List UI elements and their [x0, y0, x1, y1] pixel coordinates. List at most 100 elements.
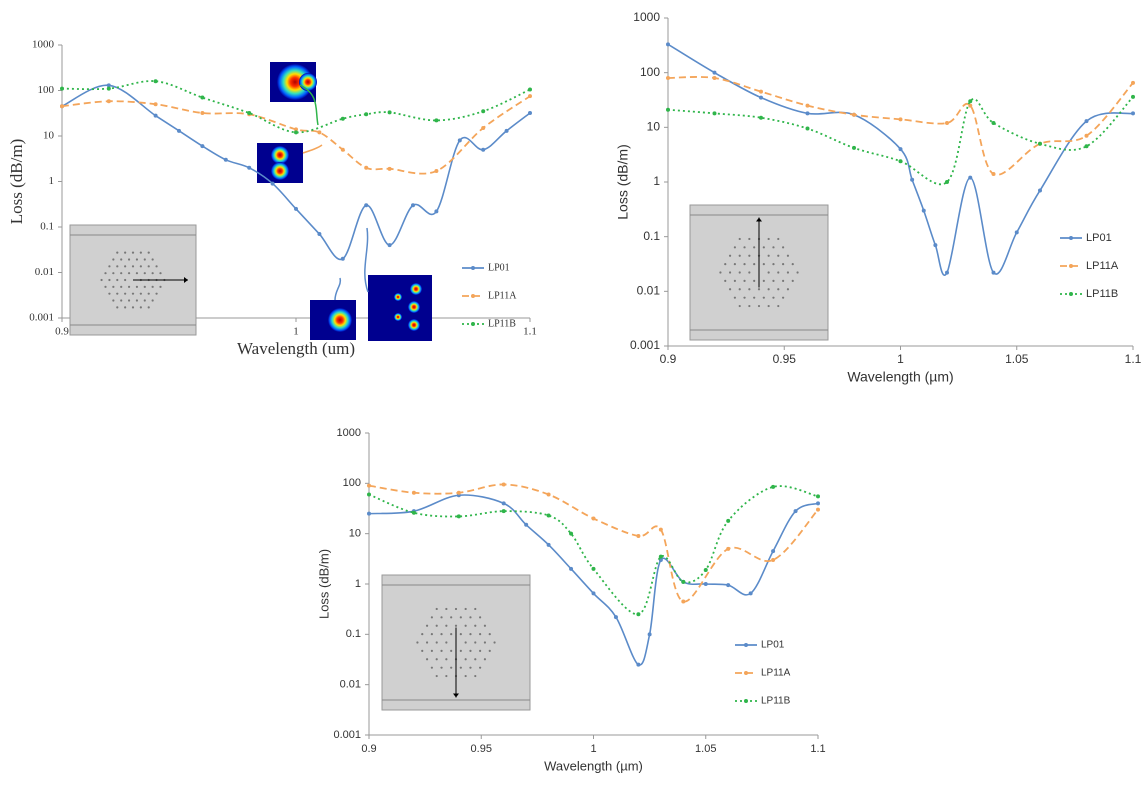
- point: [270, 181, 275, 186]
- x-tick-label: 1: [590, 743, 596, 755]
- mode-pointer: [334, 277, 342, 301]
- inset-hole: [459, 616, 462, 619]
- y-tick-label: 10: [43, 130, 55, 142]
- inset-hole: [772, 246, 775, 249]
- point: [933, 243, 938, 248]
- point: [569, 566, 574, 571]
- point: [247, 165, 252, 170]
- point: [910, 177, 915, 182]
- point: [294, 127, 298, 132]
- y-tick-label: 0.01: [35, 266, 54, 278]
- point: [771, 484, 776, 489]
- inset-hole: [440, 633, 443, 636]
- inset-hole: [733, 296, 736, 299]
- point: [898, 159, 903, 164]
- point: [153, 79, 158, 84]
- inset-hole: [139, 306, 142, 309]
- point: [852, 145, 856, 150]
- inset-hole: [116, 265, 119, 268]
- inset-hole: [108, 265, 111, 268]
- inset-hole: [155, 265, 158, 268]
- mode-spot: [299, 73, 317, 91]
- inset-hole: [786, 288, 790, 291]
- inset-hole: [135, 258, 139, 261]
- mode-pointer: [364, 227, 369, 293]
- point: [805, 111, 810, 116]
- y-tick-label: 1: [49, 175, 55, 187]
- point: [898, 147, 903, 152]
- legend-marker: [1069, 236, 1073, 240]
- inset-hole: [143, 258, 146, 261]
- inset-hole: [738, 304, 741, 308]
- inset-hole: [450, 649, 453, 652]
- point: [177, 128, 181, 133]
- point: [340, 256, 345, 261]
- y-tick-label: 1: [355, 578, 361, 590]
- legend-marker: [744, 643, 748, 647]
- inset-hole: [469, 666, 472, 669]
- legend-marker: [471, 322, 475, 326]
- inset-hole: [425, 624, 429, 627]
- inset-hole: [454, 607, 458, 611]
- point: [501, 509, 506, 514]
- inset-hole: [738, 271, 741, 274]
- point: [658, 554, 663, 559]
- inset-hole: [479, 633, 482, 636]
- y-tick-label: 0.1: [346, 628, 361, 640]
- inset-hole: [728, 288, 732, 291]
- inset-hole: [143, 299, 146, 302]
- point: [364, 112, 369, 117]
- inset-hole: [135, 285, 139, 288]
- inset-hole: [131, 306, 135, 309]
- mode-spot: [408, 301, 420, 313]
- legend-marker: [1069, 292, 1073, 296]
- inset-hole: [464, 658, 467, 661]
- y-tick-label: 1: [653, 174, 660, 188]
- point: [898, 117, 903, 122]
- point: [411, 203, 415, 208]
- point: [591, 516, 596, 521]
- point: [60, 104, 64, 109]
- legend-label: LP01: [488, 262, 510, 273]
- inset-hole: [445, 624, 448, 627]
- y-tick-label: 0.001: [333, 729, 361, 741]
- inset-hole: [120, 272, 123, 275]
- point: [528, 94, 532, 99]
- x-tick-label: 1.05: [695, 743, 716, 755]
- inset-hole: [131, 292, 135, 295]
- point: [991, 172, 996, 177]
- series-line: [667, 96, 1134, 186]
- point: [294, 206, 298, 211]
- point: [1131, 94, 1135, 99]
- y-tick-label: 0.01: [637, 284, 661, 298]
- point: [317, 130, 322, 135]
- inset-hole: [464, 674, 467, 678]
- inset-hole: [464, 624, 467, 627]
- inset-hole: [483, 624, 487, 627]
- point: [411, 490, 416, 495]
- inset-hole: [445, 674, 448, 678]
- point: [636, 533, 641, 538]
- inset-hole: [430, 633, 433, 636]
- inset-hole: [777, 254, 780, 257]
- inset-hole: [112, 272, 115, 275]
- inset-hole: [440, 666, 443, 669]
- point: [681, 599, 686, 604]
- inset-hole: [440, 616, 443, 619]
- inset-hole: [155, 292, 158, 295]
- inset-hole: [435, 674, 438, 678]
- inset-hole: [762, 296, 765, 299]
- inset-hole: [421, 649, 424, 652]
- inset-hole: [733, 246, 736, 249]
- y-tick-label: 0.1: [643, 229, 660, 243]
- point: [1084, 133, 1089, 138]
- point: [968, 103, 973, 108]
- inset-hole: [112, 299, 115, 302]
- inset-hole: [753, 263, 756, 266]
- inset-hole: [748, 271, 751, 274]
- point: [1131, 111, 1135, 116]
- x-tick-label: 0.95: [471, 743, 492, 755]
- inset-hole: [464, 607, 467, 611]
- mode-spot: [271, 146, 289, 164]
- point: [569, 531, 574, 536]
